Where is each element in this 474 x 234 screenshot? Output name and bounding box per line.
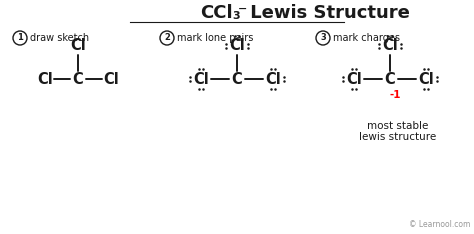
Text: © Learnool.com: © Learnool.com [409, 220, 470, 229]
Text: 1: 1 [17, 33, 23, 43]
Text: C: C [232, 72, 242, 87]
Text: CCl: CCl [200, 4, 233, 22]
Text: Lewis Structure: Lewis Structure [244, 4, 410, 22]
Text: C: C [384, 72, 395, 87]
Text: Cl: Cl [193, 72, 209, 87]
Text: −: − [238, 4, 247, 14]
Text: draw sketch: draw sketch [30, 33, 89, 43]
Text: 3: 3 [232, 11, 240, 21]
Text: most stable: most stable [367, 121, 428, 131]
Text: mark lone pairs: mark lone pairs [177, 33, 254, 43]
Text: Cl: Cl [418, 72, 434, 87]
Text: Cl: Cl [265, 72, 281, 87]
Text: Cl: Cl [229, 39, 245, 54]
Text: C: C [73, 72, 83, 87]
Text: lewis structure: lewis structure [359, 132, 437, 142]
Text: Cl: Cl [382, 39, 398, 54]
Text: Cl: Cl [70, 39, 86, 54]
Text: Cl: Cl [346, 72, 362, 87]
Text: mark charges: mark charges [333, 33, 400, 43]
Text: 2: 2 [164, 33, 170, 43]
Text: Cl: Cl [103, 72, 119, 87]
Text: -1: -1 [389, 90, 401, 100]
Text: Cl: Cl [37, 72, 53, 87]
Text: 3: 3 [320, 33, 326, 43]
